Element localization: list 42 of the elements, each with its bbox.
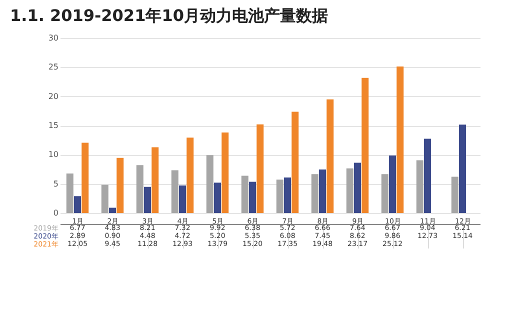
- bar: [214, 182, 221, 213]
- bar: [136, 165, 144, 213]
- y-tick-label: 0: [53, 208, 58, 218]
- bar: [109, 208, 116, 213]
- bar: [381, 174, 388, 213]
- bar: [66, 174, 74, 213]
- y-tick-label: 25: [48, 62, 58, 72]
- bar: [276, 180, 284, 213]
- bar: [249, 182, 256, 213]
- bar: [319, 170, 326, 213]
- bar: [451, 176, 458, 213]
- bar: [101, 184, 108, 213]
- bar: [179, 185, 186, 213]
- y-tick-label: 10: [48, 150, 58, 160]
- bar: [326, 99, 334, 213]
- bar: [152, 147, 159, 213]
- y-tick-label: 5: [53, 179, 58, 188]
- bar: [396, 66, 404, 213]
- bar: [82, 142, 89, 213]
- bar: [311, 174, 318, 213]
- chart-title: 1.1. 2019-2021年10月动力电池产量数据: [10, 6, 328, 25]
- bar: [346, 168, 354, 213]
- bar: [389, 155, 396, 213]
- bar: [354, 162, 361, 213]
- bar: [222, 132, 229, 213]
- bar: [256, 124, 264, 213]
- bar: [171, 170, 178, 213]
- y-tick-label: 15: [48, 121, 58, 130]
- bar: [424, 138, 431, 213]
- bar: [206, 155, 214, 213]
- bar: [459, 124, 466, 213]
- y-tick-label: 20: [48, 92, 58, 101]
- bar: [74, 196, 81, 213]
- bar: [144, 186, 151, 213]
- y-tick-label: 30: [48, 34, 58, 42]
- bar: [362, 78, 369, 213]
- bar: [284, 178, 291, 213]
- bar: [186, 138, 194, 213]
- bar: [416, 160, 424, 213]
- bar: [116, 158, 124, 213]
- bar: [241, 176, 248, 213]
- bar: [292, 112, 299, 213]
